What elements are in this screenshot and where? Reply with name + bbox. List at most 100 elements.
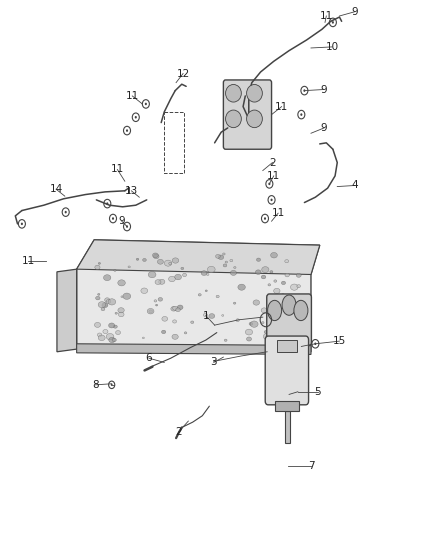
- Ellipse shape: [164, 260, 172, 266]
- Ellipse shape: [261, 275, 266, 279]
- Ellipse shape: [157, 260, 163, 264]
- Ellipse shape: [270, 271, 273, 273]
- Text: 15: 15: [333, 336, 346, 346]
- Ellipse shape: [238, 284, 245, 290]
- Ellipse shape: [290, 284, 298, 290]
- Circle shape: [126, 225, 128, 228]
- Ellipse shape: [159, 279, 165, 284]
- Ellipse shape: [261, 308, 267, 313]
- Ellipse shape: [233, 302, 236, 304]
- Ellipse shape: [223, 253, 225, 255]
- Ellipse shape: [236, 319, 239, 321]
- Ellipse shape: [169, 276, 175, 282]
- Text: 11: 11: [126, 91, 139, 101]
- Circle shape: [145, 103, 147, 105]
- Ellipse shape: [282, 294, 284, 296]
- Ellipse shape: [149, 310, 153, 313]
- FancyBboxPatch shape: [267, 294, 311, 345]
- Circle shape: [111, 384, 113, 386]
- Ellipse shape: [223, 264, 227, 267]
- Text: 9: 9: [118, 216, 125, 226]
- Ellipse shape: [201, 271, 207, 276]
- Ellipse shape: [250, 321, 258, 327]
- Ellipse shape: [271, 253, 277, 258]
- Ellipse shape: [233, 266, 236, 269]
- Ellipse shape: [169, 262, 172, 264]
- Ellipse shape: [285, 273, 290, 277]
- Ellipse shape: [191, 321, 194, 324]
- Ellipse shape: [294, 316, 300, 320]
- Bar: [275, 401, 299, 410]
- Text: 11: 11: [275, 102, 288, 111]
- Ellipse shape: [121, 296, 123, 297]
- Circle shape: [264, 217, 266, 220]
- Ellipse shape: [98, 294, 100, 295]
- Ellipse shape: [224, 339, 227, 341]
- Ellipse shape: [114, 270, 116, 271]
- Ellipse shape: [136, 258, 139, 260]
- Ellipse shape: [103, 329, 108, 334]
- Circle shape: [332, 21, 334, 23]
- Ellipse shape: [263, 333, 271, 340]
- Ellipse shape: [230, 260, 233, 262]
- Ellipse shape: [247, 110, 262, 128]
- Text: 8: 8: [92, 380, 99, 390]
- Ellipse shape: [253, 300, 260, 305]
- Ellipse shape: [105, 298, 110, 302]
- Ellipse shape: [198, 294, 201, 296]
- Ellipse shape: [95, 296, 100, 300]
- Ellipse shape: [95, 265, 100, 270]
- Ellipse shape: [109, 337, 115, 343]
- Polygon shape: [77, 240, 320, 352]
- Ellipse shape: [247, 337, 251, 341]
- Ellipse shape: [255, 270, 261, 274]
- Ellipse shape: [282, 295, 296, 315]
- Ellipse shape: [281, 281, 286, 285]
- Ellipse shape: [261, 321, 264, 324]
- Ellipse shape: [208, 266, 215, 272]
- Ellipse shape: [123, 293, 131, 300]
- Ellipse shape: [225, 261, 228, 263]
- Text: 4: 4: [351, 181, 358, 190]
- Ellipse shape: [118, 280, 125, 286]
- Ellipse shape: [118, 308, 124, 313]
- Circle shape: [314, 343, 316, 345]
- Circle shape: [21, 223, 23, 225]
- Text: 2: 2: [175, 427, 182, 437]
- Ellipse shape: [103, 274, 111, 281]
- Ellipse shape: [276, 332, 281, 335]
- Ellipse shape: [268, 301, 282, 321]
- Ellipse shape: [177, 305, 183, 310]
- Text: 11: 11: [111, 165, 124, 174]
- Ellipse shape: [98, 335, 105, 341]
- Ellipse shape: [245, 329, 253, 335]
- Text: 9: 9: [351, 7, 358, 17]
- Ellipse shape: [155, 280, 161, 285]
- Text: 11: 11: [22, 256, 35, 266]
- Text: 7: 7: [307, 462, 314, 471]
- Ellipse shape: [184, 332, 187, 334]
- Ellipse shape: [285, 260, 289, 263]
- FancyBboxPatch shape: [265, 336, 308, 405]
- Ellipse shape: [297, 285, 300, 288]
- Ellipse shape: [274, 288, 280, 294]
- Ellipse shape: [115, 312, 117, 314]
- Ellipse shape: [274, 280, 277, 282]
- Circle shape: [135, 116, 137, 118]
- Ellipse shape: [247, 84, 262, 102]
- Polygon shape: [77, 240, 320, 274]
- Circle shape: [65, 211, 67, 213]
- Ellipse shape: [128, 266, 131, 268]
- Ellipse shape: [172, 334, 178, 340]
- Circle shape: [126, 130, 128, 132]
- Ellipse shape: [158, 297, 162, 301]
- Text: 14: 14: [49, 184, 63, 194]
- Ellipse shape: [162, 317, 168, 321]
- Ellipse shape: [97, 333, 102, 337]
- Ellipse shape: [171, 306, 177, 311]
- Ellipse shape: [276, 306, 280, 310]
- Text: 11: 11: [320, 11, 333, 21]
- Ellipse shape: [261, 266, 269, 272]
- Ellipse shape: [216, 295, 219, 298]
- Ellipse shape: [218, 255, 224, 260]
